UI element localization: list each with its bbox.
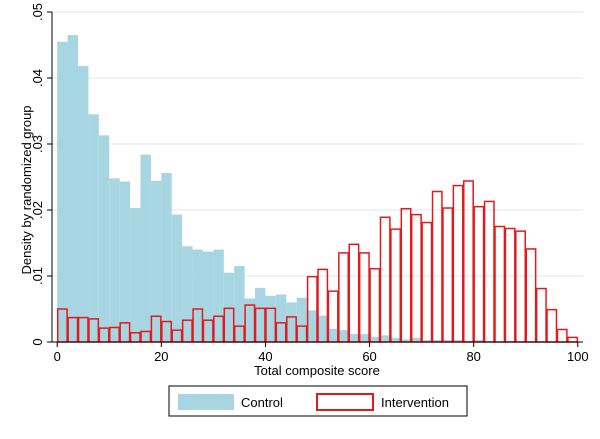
y-tick-label: 0 xyxy=(30,338,45,345)
y-tick-label: .04 xyxy=(30,69,45,87)
y-axis-ticks: 0 .01 .02 .03 .04 .05 xyxy=(30,3,52,346)
control-bar xyxy=(234,266,245,342)
control-bar xyxy=(88,114,99,342)
control-bar xyxy=(119,181,131,342)
control-bar xyxy=(78,66,89,343)
axes xyxy=(51,12,583,343)
control-bar xyxy=(442,340,453,342)
control-bar xyxy=(109,178,120,342)
control-bar xyxy=(473,340,485,342)
control-bar xyxy=(400,339,412,342)
control-series xyxy=(57,35,537,343)
control-bar xyxy=(421,340,433,342)
y-tick-label: .03 xyxy=(30,135,45,153)
control-bar xyxy=(130,208,141,342)
legend-swatch-intervention xyxy=(316,393,374,411)
x-tick-label: 100 xyxy=(567,349,589,364)
x-tick-label: 40 xyxy=(258,349,272,364)
control-bar xyxy=(67,35,79,342)
control-bar xyxy=(432,340,443,342)
control-bar xyxy=(348,334,360,342)
y-tick-label: .01 xyxy=(30,267,45,285)
control-bar xyxy=(161,173,172,342)
legend: Control Intervention xyxy=(168,385,468,417)
control-bar xyxy=(275,294,287,342)
control-bar xyxy=(150,180,162,342)
legend-label-intervention: Intervention xyxy=(381,395,449,410)
control-bar xyxy=(296,297,308,342)
control-bar xyxy=(171,214,183,342)
control-bar xyxy=(379,335,391,342)
control-bar xyxy=(98,135,110,342)
x-axis-ticks: 0 20 40 60 80 100 xyxy=(54,342,589,364)
control-bar xyxy=(202,251,214,342)
y-axis-title: Density by randomized group xyxy=(19,105,34,274)
control-bar xyxy=(327,328,339,342)
control-bar xyxy=(338,330,349,342)
control-bar xyxy=(223,272,235,342)
control-bar xyxy=(255,287,266,342)
control-bar xyxy=(452,340,464,342)
control-bar xyxy=(140,154,151,342)
y-tick-label: .05 xyxy=(30,3,45,21)
legend-label-control: Control xyxy=(241,395,283,410)
x-axis-title: Total composite score xyxy=(254,363,380,378)
x-tick-label: 60 xyxy=(362,349,376,364)
control-bar xyxy=(307,310,318,342)
control-bar xyxy=(213,249,224,342)
control-bar xyxy=(359,334,370,342)
control-bar xyxy=(182,246,193,342)
control-bar xyxy=(265,295,276,342)
y-tick-label: .02 xyxy=(30,201,45,219)
control-bar xyxy=(244,298,256,342)
control-bar xyxy=(286,302,297,342)
x-tick-label: 0 xyxy=(54,349,61,364)
control-bar xyxy=(390,338,401,342)
control-bar xyxy=(57,41,68,342)
control-bar xyxy=(369,336,380,342)
control-bar xyxy=(317,315,328,342)
x-tick-label: 80 xyxy=(466,349,480,364)
legend-swatch-control xyxy=(178,394,234,410)
x-tick-label: 20 xyxy=(154,349,168,364)
control-bar xyxy=(411,338,422,342)
control-bar xyxy=(192,249,203,342)
